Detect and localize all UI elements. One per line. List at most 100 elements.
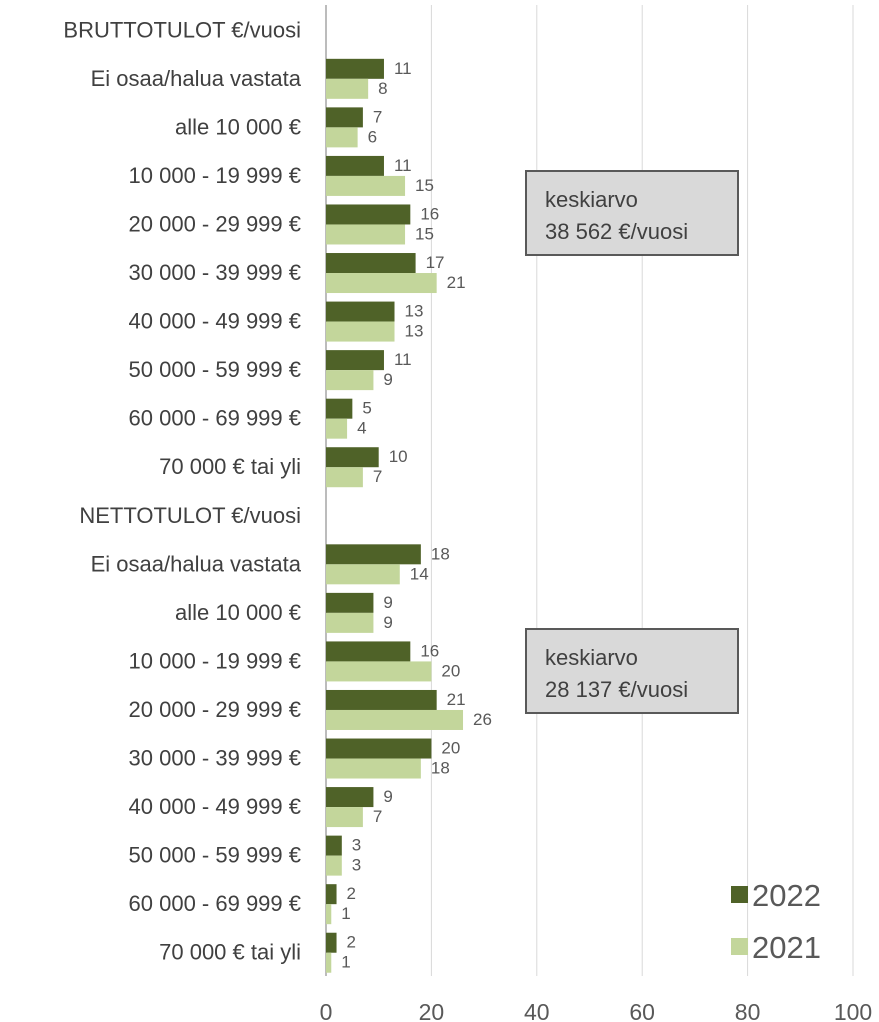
bar-2021 (326, 467, 363, 487)
category-label: 40 000 - 49 999 € (129, 794, 301, 819)
data-label-2021: 3 (352, 856, 361, 875)
netto-average-note: keskiarvo 28 137 €/vuosi (525, 628, 739, 714)
bar-2021 (326, 176, 405, 196)
brutto-average-title: keskiarvo (545, 184, 719, 216)
data-label-2022: 2 (347, 933, 356, 952)
bar-2022 (326, 836, 342, 856)
bar-2021 (326, 856, 342, 876)
bar-2021 (326, 904, 331, 924)
bar-2021 (326, 613, 373, 633)
category-label: 60 000 - 69 999 € (129, 406, 301, 431)
bar-2021 (326, 953, 331, 973)
data-label-2022: 11 (394, 350, 412, 369)
category-label: 50 000 - 59 999 € (129, 843, 301, 868)
legend-swatch-2021 (731, 938, 748, 955)
category-label: 30 000 - 39 999 € (129, 260, 301, 285)
bar-2021 (326, 419, 347, 439)
category-label: 60 000 - 69 999 € (129, 891, 301, 916)
data-label-2022: 11 (394, 156, 412, 175)
data-label-2021: 1 (341, 953, 350, 972)
category-label: Ei osaa/halua vastata (91, 551, 302, 576)
data-label-2021: 4 (357, 419, 366, 438)
bar-2022 (326, 787, 373, 807)
data-label-2022: 21 (447, 690, 466, 709)
bar-2022 (326, 593, 373, 613)
data-label-2021: 9 (383, 613, 392, 632)
category-label: alle 10 000 € (175, 600, 301, 625)
bar-2022 (326, 399, 352, 419)
x-tick-label: 80 (735, 999, 761, 1022)
bar-2021 (326, 807, 363, 827)
data-label-2021: 21 (447, 273, 466, 292)
bar-2021 (326, 224, 405, 244)
bar-2022 (326, 933, 337, 953)
data-label-2021: 7 (373, 467, 382, 486)
bar-2022 (326, 253, 416, 273)
data-label-2021: 9 (383, 370, 392, 389)
brutto-average-value: 38 562 €/vuosi (545, 216, 719, 248)
data-label-2022: 16 (420, 641, 439, 660)
category-label: alle 10 000 € (175, 114, 301, 139)
netto-average-title: keskiarvo (545, 642, 719, 674)
category-label: 20 000 - 29 999 € (129, 211, 301, 236)
data-label-2021: 15 (415, 176, 434, 195)
x-tick-label: 20 (419, 999, 445, 1022)
bar-2022 (326, 739, 431, 759)
data-label-2022: 9 (383, 787, 392, 806)
category-label: 10 000 - 19 999 € (129, 648, 301, 673)
data-label-2022: 18 (431, 544, 450, 563)
category-label: NETTOTULOT €/vuosi (79, 503, 301, 528)
bar-2022 (326, 59, 384, 79)
data-label-2021: 15 (415, 224, 434, 243)
data-label-2022: 10 (389, 447, 408, 466)
data-label-2022: 2 (347, 884, 356, 903)
bar-2021 (326, 564, 400, 584)
data-label-2022: 16 (420, 204, 439, 223)
bar-2022 (326, 690, 437, 710)
data-label-2021: 7 (373, 807, 382, 826)
data-label-2021: 14 (410, 564, 429, 583)
category-label: 70 000 € tai yli (159, 940, 301, 965)
legend-label-2021: 2021 (752, 930, 821, 965)
data-label-2022: 11 (394, 59, 412, 78)
data-label-2021: 1 (341, 904, 350, 923)
data-label-2022: 3 (352, 836, 361, 855)
data-label-2021: 13 (405, 322, 424, 341)
bar-2021 (326, 759, 421, 779)
bar-2022 (326, 156, 384, 176)
data-label-2022: 9 (383, 593, 392, 612)
category-label: 50 000 - 59 999 € (129, 357, 301, 382)
bar-2022 (326, 302, 395, 322)
data-label-2022: 5 (362, 399, 371, 418)
bar-2022 (326, 204, 410, 224)
legend-label-2022: 2022 (752, 878, 821, 913)
bar-2022 (326, 544, 421, 564)
x-tick-label: 40 (524, 999, 550, 1022)
bar-2022 (326, 641, 410, 661)
data-label-2021: 26 (473, 710, 492, 729)
bar-2021 (326, 273, 437, 293)
category-label: Ei osaa/halua vastata (91, 66, 302, 91)
netto-average-value: 28 137 €/vuosi (545, 674, 719, 706)
category-label: 30 000 - 39 999 € (129, 746, 301, 771)
data-label-2022: 17 (426, 253, 445, 272)
bar-2021 (326, 661, 431, 681)
bar-2021 (326, 127, 358, 147)
data-label-2021: 18 (431, 759, 450, 778)
category-label: BRUTTOTULOT €/vuosi (63, 17, 301, 42)
data-label-2022: 7 (373, 107, 382, 126)
bar-2022 (326, 350, 384, 370)
data-label-2021: 6 (368, 127, 377, 146)
bar-2021 (326, 370, 373, 390)
data-label-2022: 13 (405, 302, 424, 321)
category-label: 70 000 € tai yli (159, 454, 301, 479)
legend-swatch-2022 (731, 886, 748, 903)
data-label-2022: 20 (441, 739, 460, 758)
category-label: 20 000 - 29 999 € (129, 697, 301, 722)
category-label: 10 000 - 19 999 € (129, 163, 301, 188)
bar-2021 (326, 322, 395, 342)
category-label: 40 000 - 49 999 € (129, 309, 301, 334)
bar-2022 (326, 447, 379, 467)
data-label-2021: 20 (441, 661, 460, 680)
